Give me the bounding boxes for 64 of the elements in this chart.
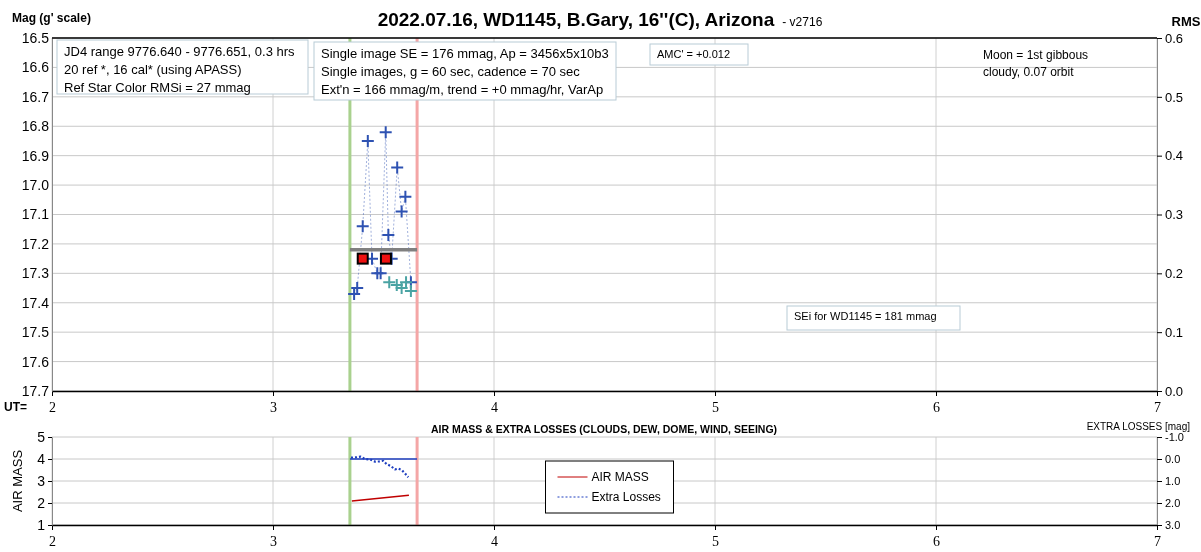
y2-tick-label: 0.0 — [1165, 453, 1181, 466]
y-tick-label: 17.6 — [21, 353, 50, 370]
y-tick-label: 17.2 — [21, 235, 50, 252]
y-tick-label: 17.1 — [21, 206, 50, 223]
x-tick-label: 4 — [491, 533, 498, 549]
y-tick-label: 1 — [37, 516, 46, 533]
chart-title: AIR MASS & EXTRA LOSSES (CLOUDS, DEW, DOME, WIND, SEEING) — [430, 423, 778, 435]
point — [381, 228, 396, 243]
legend-label: Extra Losses — [591, 490, 661, 504]
x-tick-label: 7 — [1154, 399, 1161, 415]
y-tick-label: 17.7 — [21, 382, 50, 399]
point — [394, 204, 409, 219]
annotation: AMC' = +0.012 — [657, 48, 731, 60]
x-tick-label: 4 — [491, 399, 498, 415]
y2-tick-label: 0.3 — [1165, 207, 1184, 223]
x-tick-label: 3 — [270, 533, 277, 549]
y-tick-label: 17.4 — [21, 294, 50, 311]
point — [379, 252, 392, 265]
chart-title: 2022.07.16, WD1145, B.Gary, 16''(C), Arizona — [377, 9, 775, 30]
x-tick-label: 6 — [933, 399, 940, 415]
y-tick-label: 16.6 — [21, 59, 50, 76]
point — [356, 252, 369, 265]
x-tick-label: 3 — [270, 399, 277, 415]
y-tick-label: 17.5 — [21, 324, 50, 341]
y2-tick-label: 0.5 — [1165, 89, 1184, 105]
y-axis-title: Mag (g' scale) — [12, 11, 91, 25]
x-tick-label: 7 — [1154, 533, 1161, 549]
annotation: JD4 range 9776.640 - 9776.651, 0.3 hrs 20 ref *, 16 cal* (using APASS) Ref Star Color RMSi = 27 mmag — [64, 44, 296, 95]
y2-axis-title: EXTRA LOSSES [mag] — [1086, 421, 1191, 432]
y2-tick-label: 2.0 — [1165, 497, 1181, 510]
annotation: Single image SE = 176 mmag, Ap = 3456x5x10b3 Single images, g = 60 sec, cadence = 70 sec Ext'n = 166 mmag/m, trend = +0 mmag/hr, VarAp — [321, 46, 609, 97]
y-tick-label: 16.5 — [21, 29, 50, 46]
y-axis-title: AIR MASS — [10, 449, 25, 513]
y-tick-label: 16.9 — [21, 147, 50, 164]
point — [398, 189, 413, 204]
y2-tick-label: 0.0 — [1165, 383, 1184, 399]
x-tick-label: 6 — [933, 533, 940, 549]
y-tick-label: 17.0 — [21, 177, 50, 194]
chart-subtitle: - v2716 — [782, 15, 823, 29]
x-axis-title: UT= — [4, 400, 28, 414]
annotation: Moon = 1st gibbous cloudy, 0.07 orbit — [983, 48, 1089, 79]
y-tick-label: 2 — [37, 494, 46, 511]
y2-tick-label: 0.6 — [1165, 30, 1184, 46]
y-tick-label: 16.8 — [21, 118, 50, 135]
x-tick-label: 5 — [712, 399, 719, 415]
y2-tick-label: 0.1 — [1165, 324, 1184, 340]
point — [360, 133, 375, 148]
legend-label: AIR MASS — [591, 470, 649, 484]
y-tick-label: 4 — [37, 450, 46, 467]
y2-tick-label: 0.2 — [1165, 265, 1184, 281]
annotation: SEi for WD1145 = 181 mmag — [794, 310, 937, 322]
point — [355, 219, 370, 234]
y2-tick-label: 1.0 — [1165, 475, 1181, 488]
y2-axis-title: RMS — [1171, 14, 1201, 29]
y2-tick-label: -1.0 — [1165, 431, 1184, 444]
y2-tick-label: 0.4 — [1165, 148, 1184, 164]
y-tick-label: 5 — [37, 428, 46, 445]
y-tick-label: 17.3 — [21, 265, 50, 282]
point — [378, 125, 393, 140]
y-tick-label: 16.7 — [21, 88, 50, 105]
point — [390, 160, 405, 175]
y2-tick-label: 3.0 — [1165, 519, 1181, 532]
x-tick-label: 5 — [712, 533, 719, 549]
y-tick-label: 3 — [37, 472, 46, 489]
